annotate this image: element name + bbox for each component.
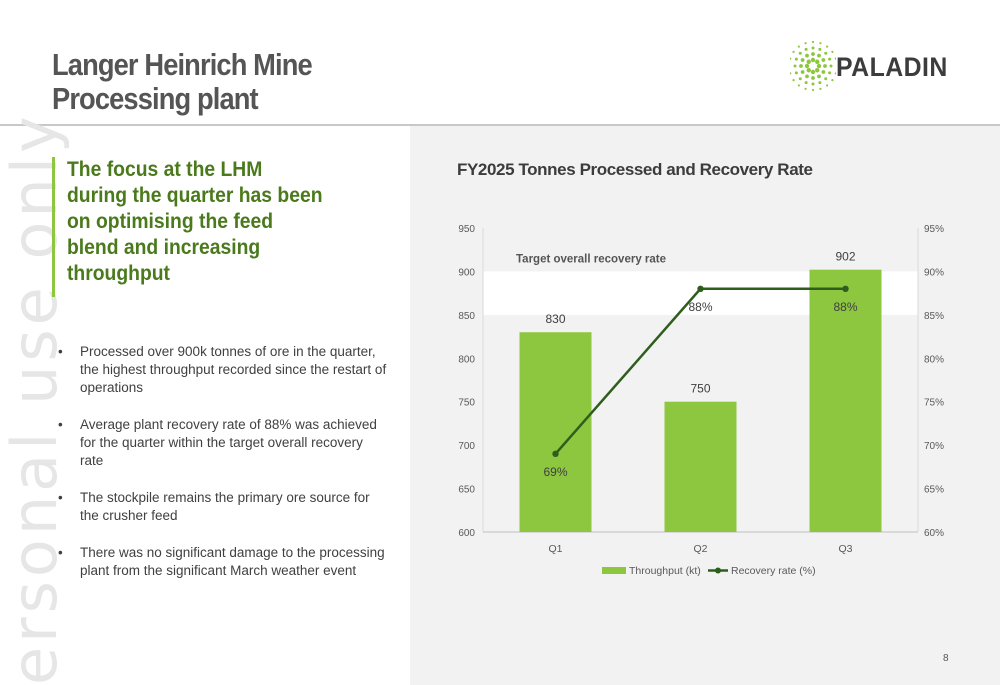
page-title-line-2: Processing plant (52, 81, 259, 116)
bullet-marker: • (58, 545, 63, 560)
bar-q1 (519, 332, 592, 532)
y-right-tick-label: 65% (924, 485, 944, 496)
paladin-logo-mark-icon (787, 40, 839, 92)
y-left-tick-label: 750 (458, 398, 475, 409)
bar-q3 (809, 269, 882, 532)
bullet-item: • Average plant recovery rate of 88% was … (58, 416, 388, 470)
bullet-marker: • (58, 344, 63, 359)
bullet-text: There was no significant damage to the p… (80, 545, 385, 578)
bullet-list: • Processed over 900k tonnes of ore in th… (58, 343, 388, 599)
paladin-logo: PALADIN (787, 36, 960, 96)
page-number: 8 (943, 653, 949, 664)
y-right-tick-label: 90% (924, 267, 944, 278)
recovery-data-label: 88% (833, 300, 857, 314)
recovery-point-q1 (552, 450, 559, 458)
bullet-text: Processed over 900k tonnes of ore in the… (80, 344, 387, 395)
logo-text: PALADIN (836, 52, 948, 82)
bullet-marker: • (58, 490, 63, 505)
focus-statement: The focus at the LHM during the quarter … (67, 158, 323, 285)
combo-chart: Target overall recovery rate 600 650 700 750… (458, 224, 944, 577)
recovery-point-q2 (697, 285, 704, 292)
recovery-data-label: 88% (688, 300, 712, 314)
legend-swatch-throughput (602, 567, 626, 574)
x-tick-label: Q3 (838, 543, 852, 555)
header-divider (0, 124, 1000, 126)
y-right-tick-label: 75% (924, 398, 944, 409)
bullet-item: • Processed over 900k tonnes of ore in th… (58, 343, 388, 397)
recovery-data-label: 69% (543, 465, 567, 479)
bar-data-label: 902 (835, 250, 855, 264)
legend-label-throughput: Throughput (kt) (629, 565, 701, 577)
y-right-tick-label: 80% (924, 354, 944, 365)
page-title: Langer Heinrich Mine Processing plant (52, 47, 313, 116)
y-right-tick-label: 95% (924, 224, 944, 235)
x-tick-label: Q1 (548, 543, 562, 555)
y-right-tick-label: 85% (924, 311, 944, 322)
bullet-text: The stockpile remains the primary ore so… (80, 490, 370, 523)
bullet-item: • There was no significant damage to the … (58, 544, 388, 580)
recovery-point-q3 (842, 285, 849, 292)
legend-label-recovery: Recovery rate (%) (731, 565, 816, 577)
bullet-text: Average plant recovery rate of 88% was a… (80, 417, 377, 468)
chart-title: FY2025 Tonnes Processed and Recovery Rat… (457, 160, 813, 179)
y-left-tick-label: 950 (458, 224, 475, 235)
y-left-tick-label: 800 (458, 354, 475, 365)
y-left-tick-label: 650 (458, 485, 475, 496)
legend-marker-recovery (715, 567, 721, 574)
bullet-marker: • (58, 417, 63, 432)
bar-q2 (664, 401, 737, 532)
x-tick-label: Q2 (693, 543, 707, 555)
bar-data-label: 830 (545, 312, 565, 326)
y-left-tick-label: 700 (458, 441, 475, 452)
y-left-tick-label: 850 (458, 311, 475, 322)
bar-data-label: 750 (690, 382, 710, 396)
focus-accent-bar (52, 157, 55, 297)
target-band-label: Target overall recovery rate (516, 253, 666, 265)
y-right-tick-label: 60% (924, 528, 944, 539)
bullet-item: • The stockpile remains the primary ore s… (58, 489, 388, 525)
y-left-tick-label: 900 (458, 267, 475, 278)
page-title-line-1: Langer Heinrich Mine (52, 47, 313, 82)
y-right-tick-label: 70% (924, 441, 944, 452)
y-left-tick-label: 600 (458, 528, 475, 539)
